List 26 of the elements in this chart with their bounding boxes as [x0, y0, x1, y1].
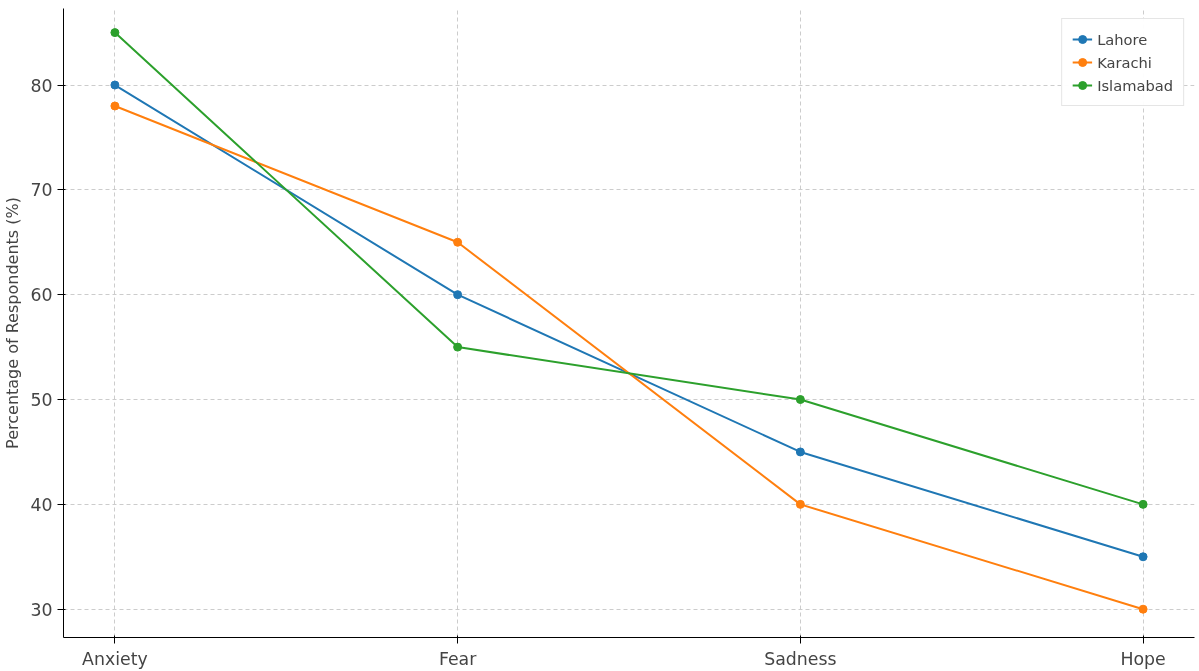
y-tick-label: 30 [30, 599, 53, 620]
legend-label: Karachi [1097, 53, 1152, 71]
legend-label: Islamabad [1097, 76, 1173, 94]
point [110, 28, 120, 38]
point [795, 499, 805, 509]
y-tick-label: 40 [30, 494, 53, 515]
point [453, 290, 463, 300]
y-tick-label: 70 [30, 180, 53, 201]
x-tick-label: Hope [1120, 648, 1166, 669]
point [795, 395, 805, 405]
point [110, 80, 120, 90]
legend-label: Lahore [1097, 30, 1148, 48]
x-tick-label: Sadness [764, 648, 837, 669]
x-tick-label: Anxiety [82, 648, 148, 669]
y-tick-label: 80 [30, 75, 53, 96]
x-tick-label: Fear [438, 648, 478, 669]
point [1138, 499, 1148, 509]
y-tick-label: 60 [30, 285, 53, 306]
point [453, 237, 463, 247]
y-axis-title: Percentage of Respondents (%) [3, 197, 23, 449]
y-tick-label: 50 [30, 390, 53, 411]
point [1138, 604, 1148, 614]
point [110, 101, 120, 111]
point [1138, 552, 1148, 562]
point [453, 342, 463, 352]
point [795, 447, 805, 457]
